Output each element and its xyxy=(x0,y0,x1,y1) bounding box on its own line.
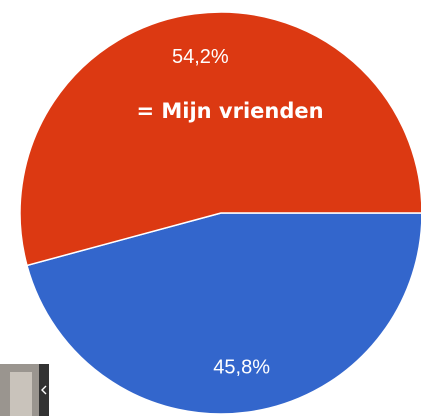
chevron-icon xyxy=(41,385,47,395)
value-label: 54,2% xyxy=(172,46,229,68)
annotation: = Mijn vrienden xyxy=(136,99,323,123)
collapse-button[interactable] xyxy=(39,364,49,416)
value-label: 45,8% xyxy=(213,357,270,379)
pie-slice xyxy=(19,11,421,267)
pie xyxy=(19,11,421,415)
pie-slice xyxy=(26,212,421,415)
thumbnail-photo xyxy=(10,372,32,416)
